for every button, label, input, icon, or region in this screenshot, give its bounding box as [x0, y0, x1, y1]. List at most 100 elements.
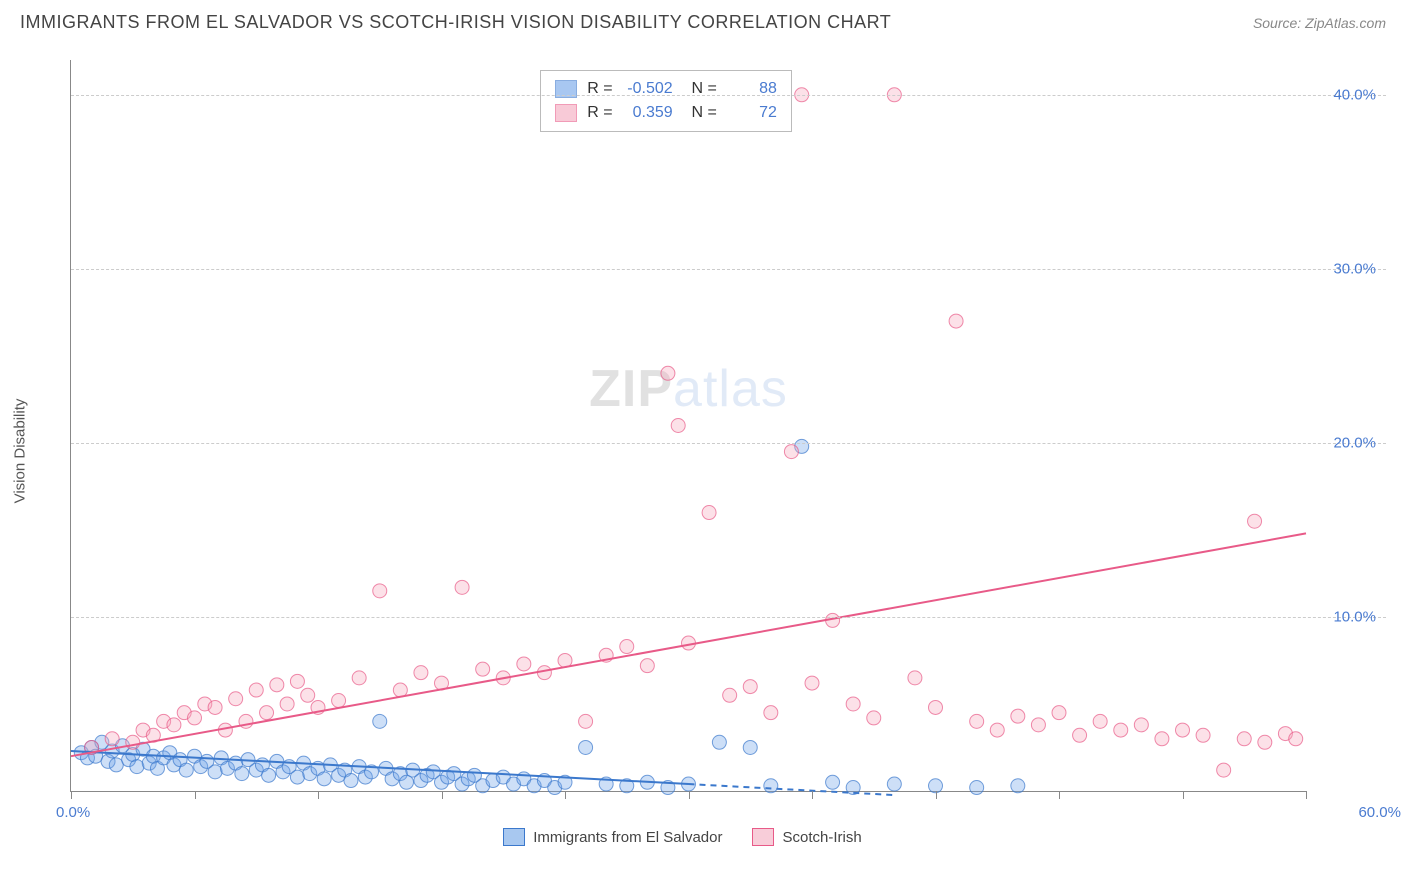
stat-n-value-1: 88 [727, 77, 777, 101]
data-point [1289, 732, 1303, 746]
legend-item-1: Immigrants from El Salvador [503, 828, 722, 846]
data-point [887, 777, 901, 791]
data-point [208, 700, 222, 714]
legend-item-2: Scotch-Irish [752, 828, 861, 846]
data-point [517, 657, 531, 671]
data-point [130, 760, 144, 774]
data-point [344, 774, 358, 788]
data-point [332, 693, 346, 707]
data-point [1073, 728, 1087, 742]
x-tick [1306, 791, 1307, 799]
y-tick-label: 40.0% [1333, 86, 1376, 103]
data-point [764, 706, 778, 720]
stat-n-value-2: 72 [727, 101, 777, 125]
data-point [126, 735, 140, 749]
data-point [784, 445, 798, 459]
data-point [105, 732, 119, 746]
data-point [1052, 706, 1066, 720]
data-point [1248, 514, 1262, 528]
x-tick [812, 791, 813, 799]
stats-legend-box: R = -0.502 N = 88 R = 0.359 N = 72 [540, 70, 792, 132]
plot-svg [71, 60, 1306, 791]
x-tick [442, 791, 443, 799]
stat-n-label-2: N = [683, 101, 717, 125]
chart-title: IMMIGRANTS FROM EL SALVADOR VS SCOTCH-IR… [20, 12, 891, 33]
data-point [1011, 779, 1025, 793]
data-point [188, 711, 202, 725]
data-point [1176, 723, 1190, 737]
x-tick [71, 791, 72, 799]
gridline [71, 443, 1386, 444]
data-point [620, 640, 634, 654]
gridline [71, 95, 1386, 96]
data-point [949, 314, 963, 328]
x-tick [318, 791, 319, 799]
data-point [661, 366, 675, 380]
x-tick [565, 791, 566, 799]
data-point [414, 666, 428, 680]
data-point [723, 688, 737, 702]
data-point [1196, 728, 1210, 742]
data-point [579, 714, 593, 728]
data-point [235, 767, 249, 781]
data-point [826, 775, 840, 789]
data-point [301, 688, 315, 702]
data-point [743, 740, 757, 754]
data-point [908, 671, 922, 685]
data-point [167, 718, 181, 732]
gridline [71, 269, 1386, 270]
data-point [579, 740, 593, 754]
data-point [455, 580, 469, 594]
gridline [71, 617, 1386, 618]
swatch-series2 [555, 104, 577, 122]
stats-row-series2: R = 0.359 N = 72 [555, 101, 777, 125]
data-point [270, 678, 284, 692]
data-point [1011, 709, 1025, 723]
stat-r-value-2: 0.359 [623, 101, 673, 125]
x-tick [1059, 791, 1060, 799]
stat-r-value-1: -0.502 [623, 77, 673, 101]
data-point [208, 765, 222, 779]
data-point [352, 671, 366, 685]
data-point [805, 676, 819, 690]
data-point [229, 692, 243, 706]
data-point [764, 779, 778, 793]
data-point [1217, 763, 1231, 777]
x-tick [1183, 791, 1184, 799]
data-point [1114, 723, 1128, 737]
legend-swatch-1 [503, 828, 525, 846]
data-point [846, 697, 860, 711]
y-tick-label: 20.0% [1333, 434, 1376, 451]
stat-r-label-1: R = [587, 77, 612, 101]
data-point [702, 506, 716, 520]
data-point [260, 706, 274, 720]
data-point [990, 723, 1004, 737]
data-point [712, 735, 726, 749]
regression-line-dashed [689, 784, 895, 795]
x-tick [936, 791, 937, 799]
legend-label-2: Scotch-Irish [782, 829, 861, 846]
y-axis-label: Vision Disability [12, 399, 29, 504]
x-tick [195, 791, 196, 799]
header-bar: IMMIGRANTS FROM EL SALVADOR VS SCOTCH-IR… [0, 0, 1406, 41]
data-point [1237, 732, 1251, 746]
y-tick-label: 30.0% [1333, 260, 1376, 277]
legend-label-1: Immigrants from El Salvador [533, 829, 722, 846]
data-point [1134, 718, 1148, 732]
data-point [249, 683, 263, 697]
x-axis-max-label: 60.0% [1358, 804, 1401, 821]
data-point [970, 714, 984, 728]
data-point [476, 662, 490, 676]
stats-row-series1: R = -0.502 N = 88 [555, 77, 777, 101]
x-axis-min-label: 0.0% [56, 804, 90, 821]
data-point [743, 680, 757, 694]
data-point [373, 714, 387, 728]
data-point [867, 711, 881, 725]
data-point [671, 419, 685, 433]
data-point [1031, 718, 1045, 732]
stat-r-label-2: R = [587, 101, 612, 125]
stat-n-label-1: N = [683, 77, 717, 101]
data-point [290, 674, 304, 688]
data-point [640, 659, 654, 673]
data-point [929, 700, 943, 714]
